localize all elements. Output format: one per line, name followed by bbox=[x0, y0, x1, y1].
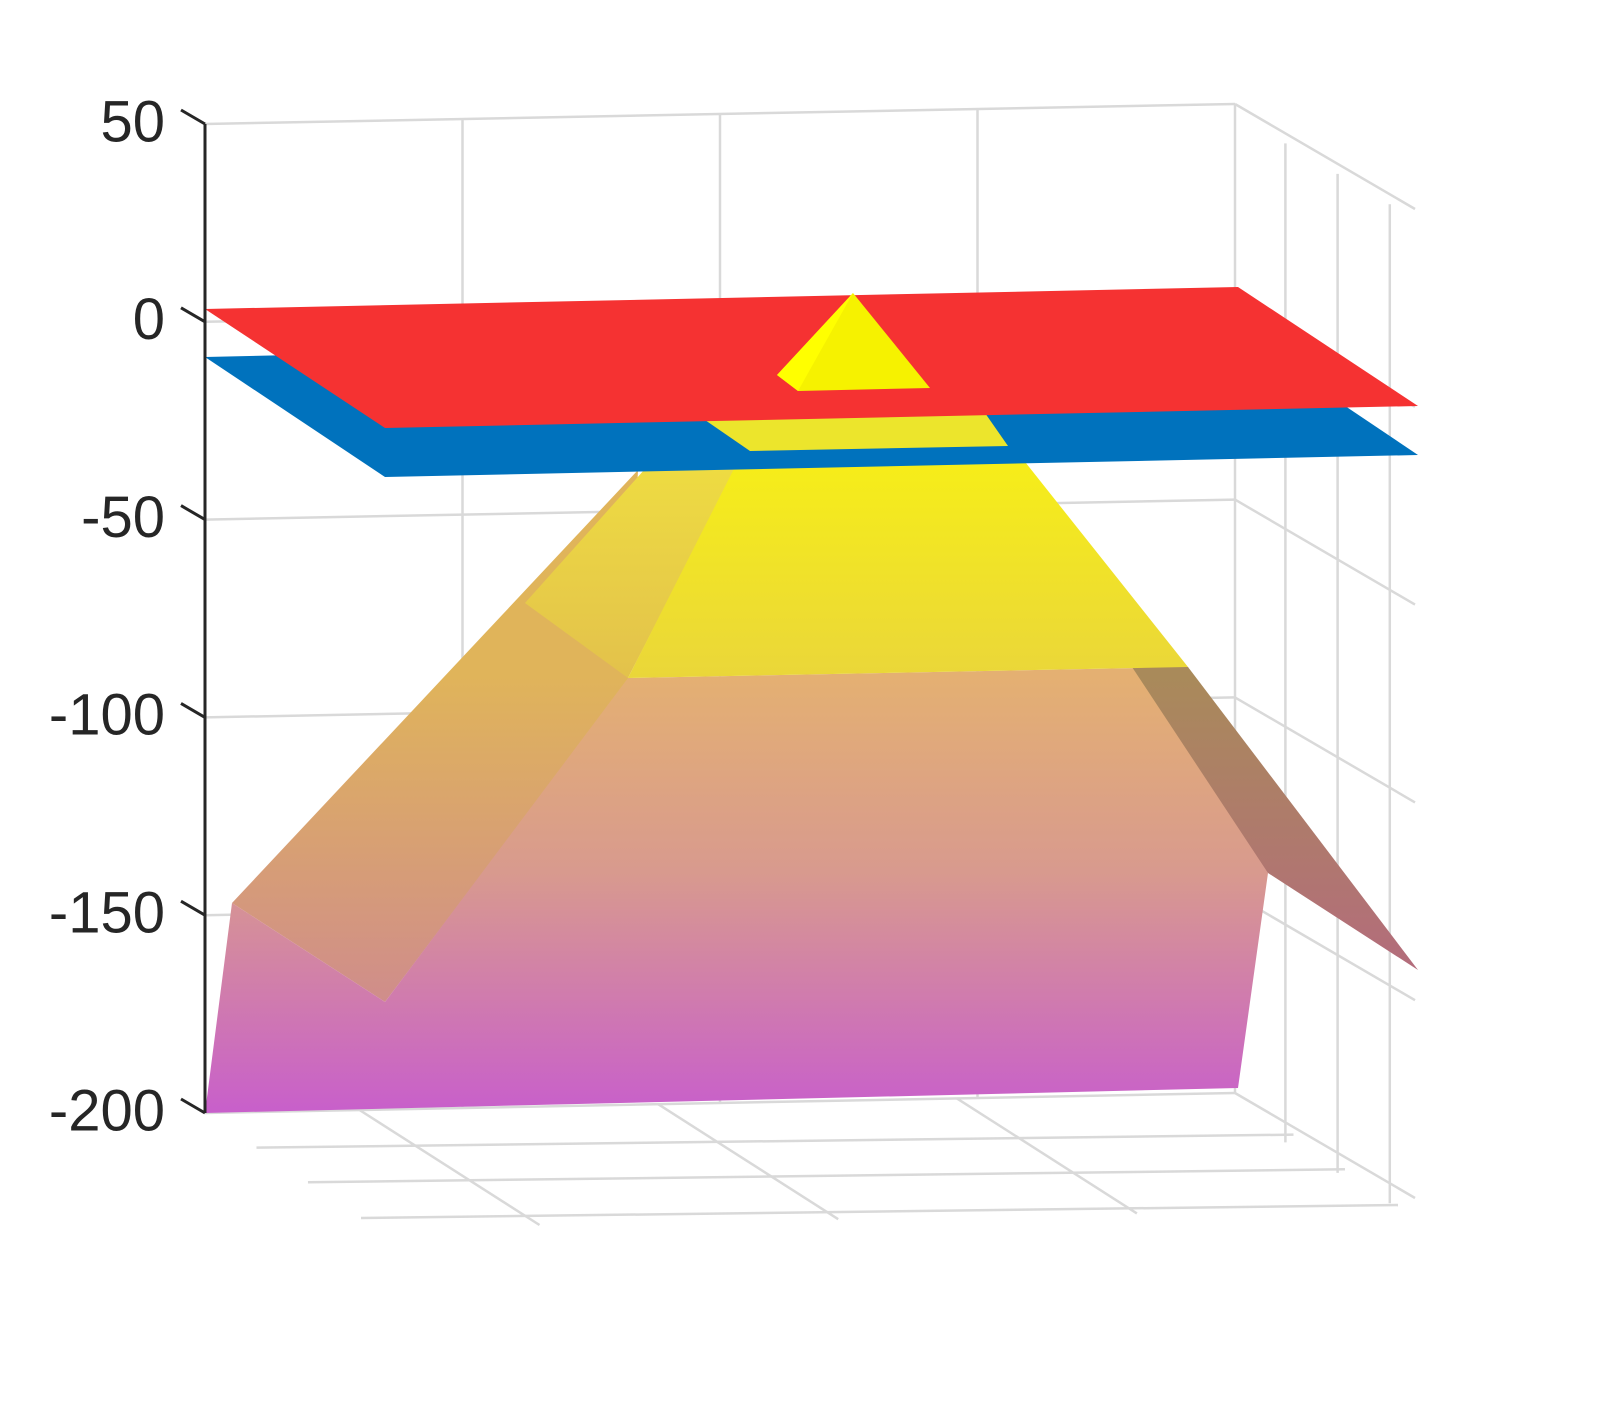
z-tick-label: 50 bbox=[100, 89, 165, 154]
pyramid-left-upper-face bbox=[525, 450, 745, 678]
z-tick-mark bbox=[180, 1097, 206, 1115]
z-tick-mark bbox=[180, 504, 206, 521]
z-tick-label: -50 bbox=[81, 485, 165, 550]
pyramid-slice-blue bbox=[705, 413, 1008, 451]
pyramid-right-face bbox=[1132, 667, 1418, 970]
pyramid-tip bbox=[777, 293, 930, 391]
grid-line-floor bbox=[256, 1133, 1294, 1149]
grid-line-z-side bbox=[1234, 696, 1416, 804]
z-axis: 50 0 -50 -100 -150 -200 bbox=[49, 89, 207, 1143]
pyramid-front-face bbox=[205, 667, 1268, 1113]
z-tick-label: -150 bbox=[49, 881, 165, 946]
z-tick-label: 0 bbox=[133, 287, 165, 352]
z-tick-mark bbox=[180, 899, 206, 917]
pyramid-upper-face bbox=[628, 443, 1188, 678]
grid-line-z-side bbox=[1234, 498, 1416, 606]
z-tick-mark bbox=[180, 306, 206, 324]
grid-line-z-side bbox=[1234, 894, 1416, 1002]
z-tick-mark bbox=[180, 108, 206, 126]
grid-line-floor bbox=[956, 1097, 1138, 1215]
grid-line-floor bbox=[307, 1168, 1345, 1184]
z-tick-label: -100 bbox=[49, 683, 165, 748]
grid-line-floor bbox=[360, 1203, 1399, 1220]
grid-line-z-side bbox=[1234, 102, 1416, 211]
z-tick-label: -200 bbox=[49, 1078, 165, 1143]
grid-line-floor bbox=[657, 1103, 839, 1221]
grid-line-floor bbox=[358, 1108, 541, 1227]
grid-line-z-side bbox=[1234, 1091, 1416, 1200]
pyramid-tip-left bbox=[777, 293, 853, 391]
z-tick-mark bbox=[180, 702, 206, 719]
surfaces bbox=[205, 287, 1418, 1113]
